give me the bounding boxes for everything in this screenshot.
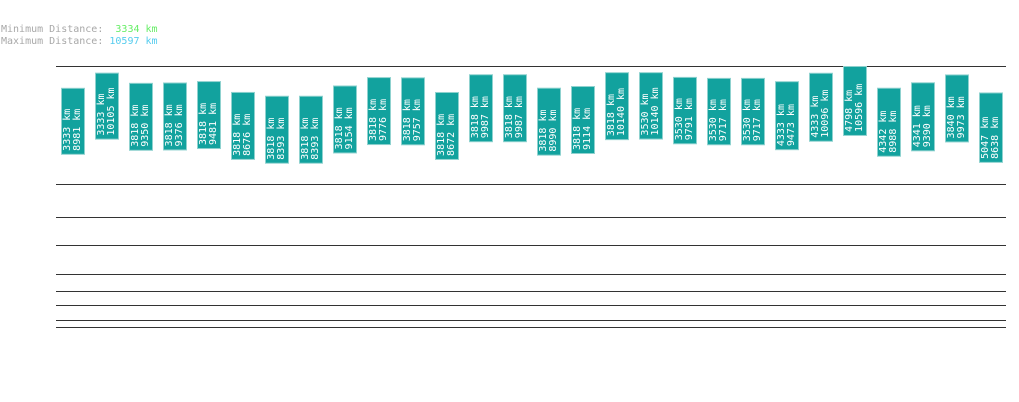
bar-max-label: 8988 km [888,111,899,153]
bar-min-label: 3818 km [232,114,243,156]
bar [503,74,527,143]
bar-max-label: 8638 km [990,117,1001,159]
bar-min-label: 4798 km [844,90,855,132]
bar-max-label: 10105 km [106,87,117,135]
bar [673,76,697,145]
bar [333,85,357,154]
bar [231,91,255,160]
bar-max-label: 8981 km [72,109,83,151]
bar-group: 3333 km 8981 km 3333 km 10105 km 3818 km 9350… [61,66,1003,164]
bar-max-label: 9390 km [922,105,933,147]
bar-max-label: 9757 km [412,99,423,141]
bar-min-label: 3818 km [538,110,549,152]
bar-min-label: 3818 km [164,104,175,146]
bar [639,72,663,140]
bar-max-label: 10096 km [820,90,831,138]
bar-max-label: 9350 km [140,105,151,147]
bar [537,87,561,156]
bar-max-label: 9114 km [582,108,593,150]
bar-min-label: 3530 km [742,99,753,141]
bar-min-label: 3818 km [198,103,209,145]
bar-min-label: 3840 km [946,96,957,138]
bar [163,82,187,151]
bar-min-label: 3818 km [334,107,345,149]
bar-max-label: 9987 km [480,96,491,138]
bar-min-label: 4333 km [810,96,821,138]
bar-max-label: 9987 km [514,96,525,138]
bar-max-label: 8393 km [310,118,321,160]
bar [843,66,867,136]
bar-max-label: 9376 km [174,104,185,146]
bar-max-label: 9791 km [684,98,695,140]
bar [197,81,221,150]
max-distance-value: 10597 km [109,36,158,47]
bar-max-label: 10140 km [616,88,627,136]
bar [401,77,425,146]
bar-max-label: 9776 km [378,99,389,141]
bar [809,72,833,142]
bar-max-label: 9481 km [208,103,219,145]
bar-min-label: 3818 km [300,118,311,160]
bar-min-label: 3818 km [368,99,379,141]
bar-max-label: 8672 km [446,114,457,156]
bar-min-label: 3530 km [640,93,651,135]
bar [265,95,289,164]
bar [95,72,119,140]
bar-min-label: 4341 km [912,105,923,147]
bar-max-label: 9473 km [786,104,797,146]
bar-min-label: 3333 km [62,109,73,151]
bar-min-label: 3818 km [606,94,617,136]
bar-max-label: 9717 km [752,99,763,141]
bar [775,81,799,151]
bar [299,95,323,164]
bar-min-label: 3818 km [130,105,141,147]
bar-max-label: 9973 km [956,96,967,138]
min-distance-label: Minimum Distance: [1,24,104,35]
distance-legend: Minimum Distance: 3334 km Maximum Distan… [1,24,158,48]
grid-lines [56,66,1006,328]
bar-min-label: 3818 km [436,114,447,156]
bar [605,72,629,141]
bar [945,74,969,143]
bar-max-label: 8990 km [548,110,559,152]
bar [979,92,1003,163]
bar [367,77,391,146]
bar-min-label: 3818 km [470,96,481,138]
bar [911,82,935,152]
bar-max-label: 8393 km [276,118,287,160]
bar-min-label: 4342 km [878,111,889,153]
min-distance-row: Minimum Distance: 3334 km [1,24,158,36]
bar-min-label: 3818 km [266,118,277,160]
bar-max-label: 10140 km [650,87,661,135]
bar-min-label: 3818 km [402,99,413,141]
bar-max-label: 9154 km [344,107,355,149]
bar [707,77,731,146]
bar-max-label: 10596 km [854,84,865,132]
bar [61,87,85,155]
max-distance-label: Maximum Distance: [1,36,104,47]
bar-max-label: 8676 km [242,114,253,156]
bar [877,87,901,157]
bar-min-label: 4333 km [776,104,787,146]
min-distance-value: 3334 km [115,24,158,35]
bar [435,91,459,160]
bar-min-label: 3333 km [96,93,107,135]
bar-min-label: 3530 km [708,99,719,141]
bar-max-label: 9717 km [718,99,729,141]
bar [129,82,153,151]
bar [469,74,493,143]
bar [571,86,595,154]
bar-min-label: 3818 km [504,96,515,138]
max-distance-row: Maximum Distance: 10597 km [1,36,158,48]
bar-min-label: 5047 km [980,117,991,159]
bar-min-label: 3818 km [572,108,583,150]
bar-min-label: 3530 km [674,98,685,140]
bar [741,77,765,146]
